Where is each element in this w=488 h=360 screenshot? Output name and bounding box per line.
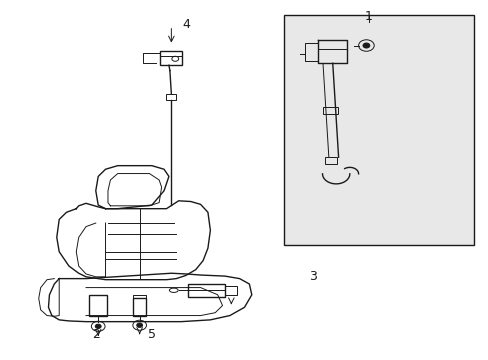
Bar (323, 107, 337, 114)
Bar (165, 94, 176, 100)
Text: 3: 3 (308, 270, 316, 283)
Text: 4: 4 (182, 18, 189, 31)
Text: 2: 2 (92, 328, 100, 341)
Bar (325, 157, 336, 164)
Text: 1: 1 (364, 10, 372, 23)
Text: 5: 5 (147, 328, 156, 341)
Circle shape (137, 323, 142, 327)
Bar (160, 51, 182, 65)
Circle shape (362, 43, 369, 48)
Bar (283, 15, 473, 244)
Bar (89, 295, 107, 316)
Bar (133, 298, 146, 316)
Bar (188, 284, 224, 297)
Circle shape (95, 324, 101, 328)
